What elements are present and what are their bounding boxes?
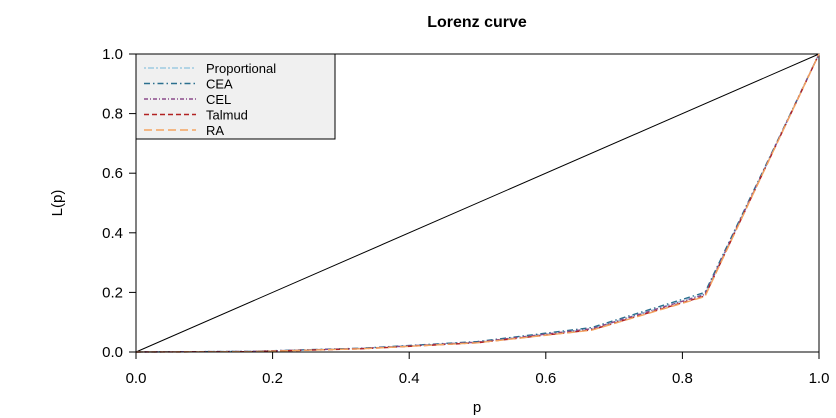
legend-label: Proportional — [206, 61, 276, 76]
x-tick-label: 0.2 — [262, 370, 283, 387]
x-tick-label: 0.0 — [126, 370, 147, 387]
y-axis: 0.0 0.2 0.4 0.6 0.8 1.0 — [102, 46, 137, 361]
y-tick-label: 0.2 — [102, 284, 123, 301]
x-tick-label: 0.6 — [535, 370, 556, 387]
y-tick-label: 0.8 — [102, 106, 123, 123]
y-tick-label: 1.0 — [102, 46, 123, 63]
x-tick-label: 0.4 — [399, 370, 420, 387]
equality-line — [135, 53, 820, 353]
x-tick-label: 0.8 — [672, 370, 693, 387]
legend-label: CEA — [206, 77, 233, 92]
legend-label: RA — [206, 123, 224, 138]
x-tick-label: 1.0 — [809, 370, 830, 387]
y-tick-label: 0.6 — [102, 165, 123, 182]
y-tick-label: 0.0 — [102, 344, 123, 361]
legend-label: Talmud — [206, 108, 248, 123]
chart-title: Lorenz curve — [427, 14, 527, 31]
y-tick-label: 0.4 — [102, 225, 123, 242]
series-line-cea — [135, 53, 820, 353]
legend-label: CEL — [206, 92, 231, 107]
x-axis: 0.0 0.2 0.4 0.6 0.8 1.0 — [126, 351, 830, 387]
equality-line-layer — [135, 53, 820, 353]
y-axis-label: L(p) — [49, 190, 66, 217]
x-axis-label: p — [473, 399, 481, 416]
